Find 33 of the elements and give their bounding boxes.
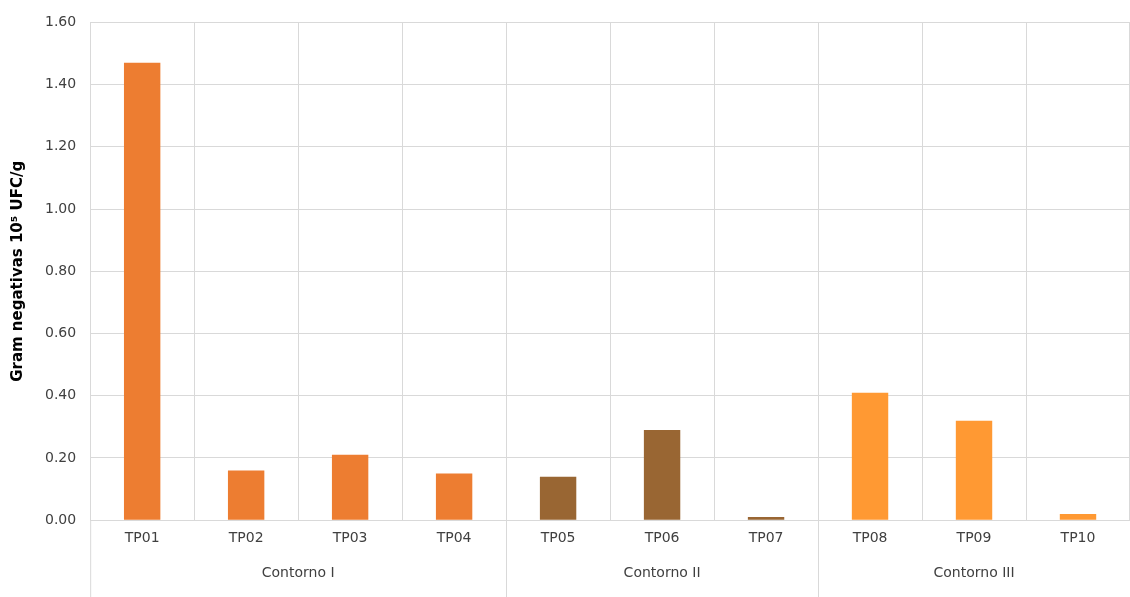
x-tick-label: TP06 (643, 529, 680, 546)
y-tick-label: 1.60 (45, 13, 77, 30)
y-tick-label: 0.40 (45, 386, 77, 403)
x-tick-label: TP05 (539, 529, 576, 546)
bar (955, 420, 993, 520)
bar (539, 476, 577, 520)
bar (643, 429, 681, 520)
bar (1059, 513, 1097, 520)
text: Contorno II (623, 563, 701, 580)
x-tick-label: TP07 (747, 529, 784, 546)
bar (747, 517, 785, 520)
x-tick-label: TP02 (227, 529, 264, 546)
bar (123, 62, 161, 520)
x-tick-label: TP03 (331, 529, 368, 546)
x-tick-label: TP08 (851, 529, 888, 546)
text: Contorno III (933, 563, 1015, 580)
y-tick-label: 1.40 (45, 75, 77, 92)
y-tick-label: 0.20 (45, 448, 77, 465)
text: Contorno I (261, 563, 335, 580)
bar (331, 454, 369, 520)
y-tick-label: 0.60 (45, 324, 77, 341)
x-tick-label: TP10 (1059, 529, 1096, 546)
y-tick-label: 1.00 (45, 199, 77, 216)
bar (851, 392, 889, 520)
x-tick-label: TP09 (955, 529, 992, 546)
y-tick-label: 0.80 (45, 261, 77, 278)
x-tick-label: TP04 (435, 529, 472, 546)
bar (435, 473, 473, 520)
x-tick-label: TP01 (123, 529, 160, 546)
y-tick-label: 0.00 (45, 510, 77, 527)
y-tick-label: 1.20 (45, 137, 77, 154)
bar (227, 470, 265, 520)
y-axis-title: Gram negativas 10⁵ UFC/g (7, 160, 26, 382)
